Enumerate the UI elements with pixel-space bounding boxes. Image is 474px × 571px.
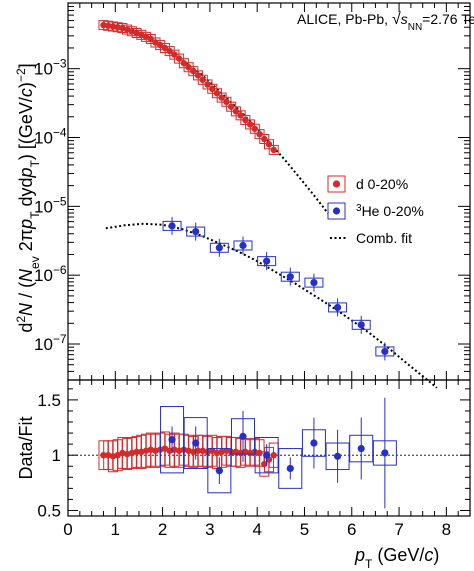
x-tick-label: 8 xyxy=(442,520,451,539)
legend-box xyxy=(327,175,346,193)
y-tick-label: 0.5 xyxy=(37,501,61,520)
x-tick-label: 3 xyxy=(205,520,214,539)
x-axis-title: pT (GeV/c) xyxy=(354,545,439,571)
helium3-ratio-point xyxy=(381,449,389,457)
helium3-ratio-point xyxy=(263,451,271,459)
ratio-y-tick-labels: 0.5 1 1.5 xyxy=(37,391,61,521)
x-tick-label: 2 xyxy=(158,520,167,539)
legend-marker xyxy=(332,180,341,188)
deuteron-point xyxy=(251,125,259,132)
spectrum-panel: 10−7 10−6 10−5 10−4 10−3 ALICE, Pb-Pb, √sNN=… xyxy=(14,2,474,389)
deuteron-point xyxy=(270,146,277,154)
helium3-ratio-sys-box xyxy=(278,448,303,489)
y-tick-label: 1 xyxy=(52,446,61,465)
helium3-ratio-point xyxy=(310,439,318,447)
helium3-point xyxy=(263,257,271,265)
y-tick-label: 1.5 xyxy=(37,391,61,410)
fit-line xyxy=(105,222,438,389)
legend: d 0-20% 3He 0-20% Comb. fit xyxy=(327,175,424,246)
helium3-ratio-sys-box xyxy=(254,436,279,474)
ratio-axis-ticks xyxy=(67,380,471,516)
x-tick-labels: 0 1 2 3 4 5 6 7 8 xyxy=(63,520,451,539)
fit-line xyxy=(101,24,329,215)
helium3-ratio-point xyxy=(215,467,223,475)
spectrum-data-points xyxy=(98,20,395,361)
y-tick-label: 10−3 xyxy=(34,57,67,79)
legend-label: Comb. fit xyxy=(356,230,412,246)
helium3-point xyxy=(381,347,389,356)
helium3-ratio-point xyxy=(286,464,294,473)
x-tick-label: 0 xyxy=(63,520,72,539)
legend-label: d 0-20% xyxy=(356,176,408,192)
x-tick-label: 7 xyxy=(394,520,403,539)
spectrum-axis-ticks xyxy=(67,3,471,381)
collision-system-label: ALICE, Pb-Pb, √sNN=2.76 TeV xyxy=(297,11,474,33)
helium3-ratio-sys-box xyxy=(207,448,232,494)
combined-fit-curves xyxy=(101,24,438,389)
x-tick-label: 6 xyxy=(347,520,356,539)
spectrum-plot-frame xyxy=(67,2,471,381)
legend-label: 3He 0-20% xyxy=(356,203,424,220)
helium3-point xyxy=(286,273,294,281)
helium3-ratio-sys-box xyxy=(183,417,208,469)
helium3-ratio-point xyxy=(333,452,342,460)
x-tick-label: 4 xyxy=(252,520,261,539)
helium3-point xyxy=(215,244,223,252)
helium3-ratio-point xyxy=(192,439,200,447)
y-tick-label: 10−5 xyxy=(34,194,67,216)
helium3-ratio-sys-box xyxy=(160,406,185,474)
y-tick-label: 10−4 xyxy=(34,126,67,148)
helium3-ratio-point xyxy=(168,436,176,444)
legend-marker xyxy=(332,207,341,215)
legend-box xyxy=(327,202,346,220)
helium3-point xyxy=(168,222,176,230)
helium3-ratio-point xyxy=(239,432,247,440)
x-tick-label: 1 xyxy=(111,520,120,539)
ratio-panel: 0.5 1 1.5 0 1 2 3 4 5 6 7 8 Data/Fit pT (GeV/c) xyxy=(16,379,471,571)
ratio-y-axis-title: Data/Fit xyxy=(16,416,36,479)
deuteron-ratio-point xyxy=(270,451,277,459)
x-tick-label: 5 xyxy=(300,520,309,539)
y-tick-label: 10−7 xyxy=(34,332,67,354)
helium3-ratio-point xyxy=(357,444,365,453)
helium3-point xyxy=(239,241,247,250)
helium3-point xyxy=(333,303,342,312)
deuteron-point xyxy=(261,135,268,143)
deuteron-sys-box xyxy=(268,144,279,155)
helium3-point xyxy=(310,279,318,287)
y-tick-label: 10−6 xyxy=(34,263,67,285)
helium3-point xyxy=(192,227,200,236)
spectrum-y-axis-title: d2N / (Nev 2πpT dydpT) [(GeV/c)−2] xyxy=(14,63,42,332)
ratio-data-points xyxy=(98,397,397,509)
spectrum-y-tick-labels: 10−7 10−6 10−5 10−4 10−3 xyxy=(34,57,67,354)
helium3-point xyxy=(357,321,365,329)
